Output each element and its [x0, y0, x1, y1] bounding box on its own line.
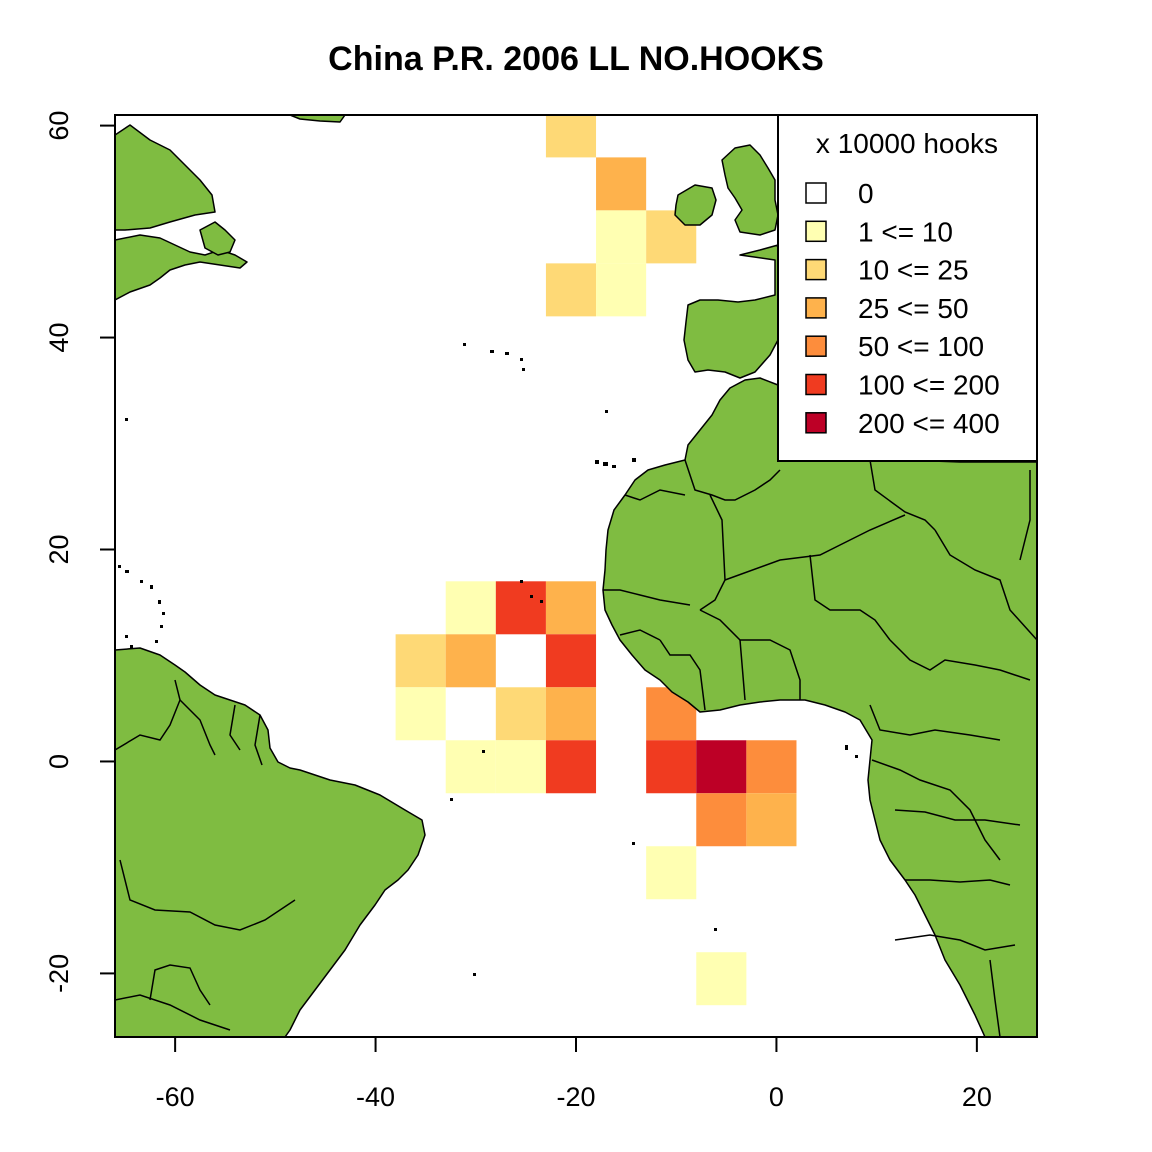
catch-cell — [746, 740, 797, 794]
catch-cell — [596, 263, 647, 317]
catch-cell — [696, 740, 747, 794]
y-tick-label: 60 — [44, 111, 74, 141]
x-tick-label: -20 — [556, 1082, 595, 1112]
catch-cell — [646, 740, 697, 794]
y-tick-label: 40 — [44, 323, 74, 353]
y-tick-label: 20 — [44, 534, 74, 564]
land-ireland — [674, 184, 717, 226]
land-africa — [602, 377, 1037, 1037]
catch-cell — [395, 634, 446, 688]
land-south-america — [115, 647, 426, 1037]
x-tick-label: -60 — [156, 1082, 195, 1112]
catch-cell — [545, 687, 597, 741]
legend-title: x 10000 hooks — [816, 128, 998, 159]
legend-swatch — [805, 373, 827, 396]
country-borders — [115, 459, 1037, 1037]
catch-cell — [495, 740, 546, 794]
catch-cell — [545, 263, 597, 317]
legend-label: 50 <= 100 — [858, 331, 984, 362]
catch-cell — [545, 740, 597, 794]
legend-label: 100 <= 200 — [858, 370, 1000, 401]
catch-cell — [445, 740, 496, 794]
land-greenland — [289, 115, 346, 123]
catch-cell — [495, 581, 546, 635]
legend: x 10000 hooks 0 1 <= 10 10 <= 25 25 <= 50 50… — [777, 114, 1038, 462]
catch-cell — [646, 846, 697, 900]
land-great-britain — [721, 144, 779, 236]
legend-label: 200 <= 400 — [858, 408, 1000, 439]
legend-swatch — [805, 297, 827, 319]
legend-label: 0 — [858, 178, 874, 209]
legend-box — [777, 114, 1038, 462]
land-nova-scotia — [115, 234, 248, 301]
catch-cell — [545, 634, 597, 688]
legend-swatch — [805, 412, 827, 434]
catch-cell — [696, 793, 747, 847]
catch-cell — [596, 210, 647, 264]
catch-cell — [545, 115, 597, 158]
legend-swatch — [805, 182, 827, 204]
legend-swatch — [805, 258, 827, 281]
map-area — [115, 115, 1037, 1037]
catch-cell — [495, 687, 546, 741]
catch-cell — [746, 793, 797, 847]
catch-cell — [395, 687, 446, 741]
x-tick-label: -40 — [356, 1082, 395, 1112]
legend-label: 25 <= 50 — [858, 293, 969, 324]
legend-swatch — [805, 335, 827, 357]
x-axis: -60 -40 -20 0 20 — [156, 1036, 992, 1112]
x-tick-label: 0 — [769, 1082, 784, 1112]
x-tick-label: 20 — [962, 1082, 992, 1112]
land-north-america — [115, 124, 216, 231]
legend-swatch — [805, 220, 827, 243]
catch-cell — [696, 952, 747, 1006]
catch-cell — [445, 581, 496, 635]
chart-title: China P.R. 2006 LL NO.HOOKS — [328, 40, 824, 78]
legend-label: 1 <= 10 — [858, 216, 953, 247]
y-tick-label: -20 — [44, 954, 74, 993]
catch-cell — [596, 157, 647, 211]
legend-label: 10 <= 25 — [858, 255, 969, 286]
land-europe — [683, 244, 779, 379]
catch-cell — [545, 581, 597, 635]
small-islands — [118, 343, 858, 976]
y-axis: -20 0 20 40 60 — [44, 111, 116, 993]
y-tick-label: 0 — [44, 754, 74, 769]
catch-cell — [445, 634, 496, 688]
land-newfoundland — [199, 221, 236, 256]
